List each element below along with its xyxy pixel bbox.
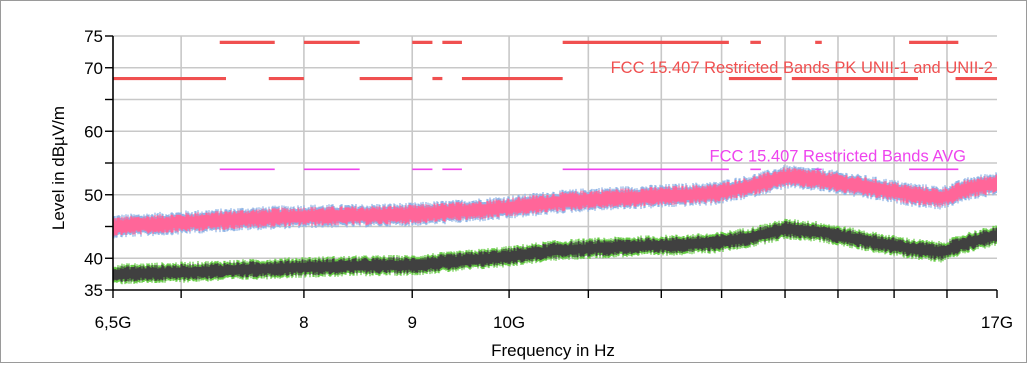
x-tick-label: 6,5G xyxy=(95,313,132,332)
plot-area: FCC 15.407 Restricted Bands PK UNII-1 an… xyxy=(84,27,1013,332)
x-tick-label: 10G xyxy=(493,313,525,332)
limit-label-avg: FCC 15.407 Restricted Bands AVG xyxy=(710,148,966,166)
y-tick-label: 75 xyxy=(84,27,103,46)
y-tick-label: 50 xyxy=(84,186,103,205)
series-band xyxy=(113,221,997,283)
limit-line-peak xyxy=(113,40,997,81)
series-average-trace xyxy=(113,218,997,285)
x-axis-title: Frequency in Hz xyxy=(491,341,615,360)
y-tick-label: 40 xyxy=(84,249,103,268)
x-tick-label: 9 xyxy=(407,313,416,332)
series-layer xyxy=(113,40,997,285)
y-axis-title: Level in dBµV/m xyxy=(49,106,68,230)
series-band xyxy=(113,167,997,237)
limit-label-peak: FCC 15.407 Restricted Bands PK UNII-1 an… xyxy=(611,59,993,77)
y-tick-label: 60 xyxy=(84,122,103,141)
x-tick-label: 8 xyxy=(299,313,308,332)
y-tick-label: 70 xyxy=(84,59,103,78)
x-tick-label: 17G xyxy=(981,313,1013,332)
y-tick-label: 35 xyxy=(84,281,103,300)
series-peak-trace xyxy=(113,165,997,239)
